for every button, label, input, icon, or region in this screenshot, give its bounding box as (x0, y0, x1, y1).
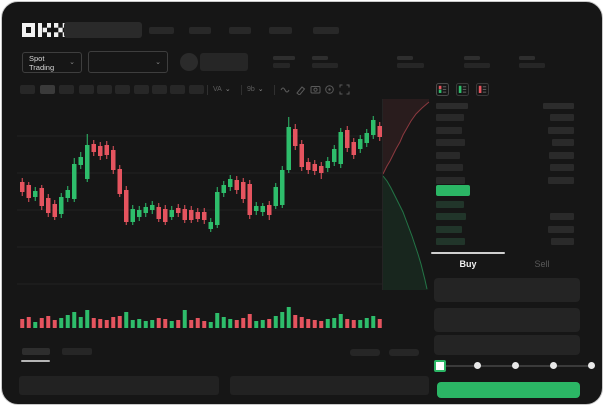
nav-item[interactable] (189, 27, 211, 34)
ask-row-price[interactable] (436, 151, 460, 159)
amount-field[interactable] (434, 308, 580, 332)
chart-canvas (17, 99, 430, 328)
pair-name-placeholder[interactable] (200, 53, 248, 71)
ticker-stat (273, 56, 301, 70)
buy-button[interactable] (437, 382, 580, 398)
stat-label-placeholder (397, 56, 413, 60)
chart-footer-button[interactable] (350, 349, 380, 356)
timeframe-button[interactable] (152, 85, 167, 94)
chart-settings-icon[interactable] (324, 84, 335, 95)
ask-row-amount[interactable] (550, 114, 574, 121)
buy-tab-underline (431, 252, 505, 254)
candlestick-chart[interactable] (14, 98, 430, 330)
toolbar-divider (241, 85, 242, 95)
search-input[interactable] (64, 22, 142, 38)
ticker-stat (397, 56, 425, 70)
bid-row-amount[interactable] (550, 213, 574, 220)
orderbook-layout-bids-icon[interactable] (456, 83, 469, 96)
bid-row-amount[interactable] (551, 238, 574, 245)
timeframe-button[interactable] (40, 85, 55, 94)
ask-row-price[interactable] (436, 126, 462, 134)
timeframe-button[interactable] (59, 85, 74, 94)
ask-row-price[interactable] (436, 139, 465, 146)
chart-footer-button[interactable] (389, 349, 419, 356)
orderbook-layout-both-icon[interactable] (436, 83, 449, 96)
ask-row-price[interactable] (436, 176, 465, 184)
stat-value-placeholder (312, 63, 338, 68)
orderbook-layout-asks-icon[interactable] (476, 83, 489, 96)
ask-row-price[interactable] (436, 114, 464, 121)
tab-buy[interactable]: Buy (459, 259, 477, 269)
total-field[interactable] (434, 335, 580, 355)
stat-value-placeholder (273, 63, 290, 68)
slider-stop[interactable] (587, 362, 595, 369)
toolbar-divider (274, 85, 275, 95)
chevron-down-icon: ⌄ (155, 58, 161, 66)
slider-stop[interactable] (549, 362, 557, 369)
bid-row-price[interactable] (436, 200, 464, 208)
timeframe-button[interactable] (20, 85, 35, 94)
bid-row-price[interactable] (436, 225, 462, 233)
line-tool-icon[interactable] (280, 84, 291, 95)
slider-stop[interactable] (511, 362, 519, 369)
bid-row-amount[interactable] (548, 225, 574, 233)
stat-value-placeholder (519, 63, 545, 68)
tab-sell[interactable]: Sell (534, 259, 550, 269)
chart-style-dropdown[interactable]: VA ⌄ (213, 86, 231, 93)
slider-stop[interactable] (473, 362, 481, 369)
bid-row-price[interactable] (436, 238, 465, 245)
stat-label-placeholder (519, 56, 535, 60)
draw-tool-icon[interactable] (295, 84, 306, 95)
ask-row-amount[interactable] (548, 126, 574, 134)
chevron-down-icon: ⌄ (69, 59, 75, 66)
screenshot-icon[interactable] (310, 84, 321, 95)
nav-item[interactable] (313, 27, 339, 34)
price-field[interactable] (434, 278, 580, 302)
chevron-down-icon: ⌄ (257, 86, 264, 93)
bottom-panel (230, 376, 429, 395)
orderbook-header-price (436, 103, 468, 109)
nav-item[interactable] (229, 27, 251, 34)
ask-row-amount[interactable] (550, 164, 574, 171)
ask-row-amount[interactable] (549, 151, 574, 159)
timeframe-button[interactable] (189, 85, 204, 94)
indicator-dropdown[interactable]: 9b ⌄ (247, 86, 264, 93)
market-type-dropdown[interactable]: Spot Trading ⌄ (22, 52, 82, 73)
nav-item[interactable] (149, 27, 174, 34)
ticker-stat (464, 56, 492, 70)
ask-row-amount[interactable] (548, 176, 574, 184)
ask-row-price[interactable] (436, 164, 463, 171)
timeframe-button[interactable] (170, 85, 185, 94)
stat-value-placeholder (464, 63, 490, 68)
bottom-panel (19, 376, 219, 395)
ticker-stat (519, 56, 547, 70)
ask-row-amount[interactable] (552, 139, 574, 146)
bottom-tab[interactable] (22, 348, 50, 355)
bottom-tab[interactable] (62, 348, 92, 355)
market-type-label: Spot Trading (29, 53, 55, 72)
timeframe-button[interactable] (115, 85, 130, 94)
pair-selector-dropdown[interactable]: ⌄ (88, 51, 168, 73)
slider-handle[interactable] (434, 360, 446, 372)
chevron-down-icon: ⌄ (224, 86, 231, 93)
fullscreen-icon[interactable] (339, 84, 350, 95)
stat-label-placeholder (464, 56, 480, 60)
okx-logo (22, 23, 67, 37)
stat-value-placeholder (397, 63, 424, 68)
timeframe-button[interactable] (79, 85, 94, 94)
last-price-row[interactable] (436, 185, 470, 196)
toolbar-divider (207, 85, 208, 95)
timeframe-button[interactable] (134, 85, 149, 94)
ticker-stat (312, 56, 340, 70)
stat-label-placeholder (273, 56, 295, 60)
pair-icon[interactable] (180, 53, 198, 71)
nav-item[interactable] (269, 27, 292, 34)
orderbook-header-amount (543, 103, 574, 109)
timeframe-button[interactable] (97, 85, 112, 94)
bid-row-price[interactable] (436, 213, 466, 220)
stat-label-placeholder (312, 56, 328, 60)
bottom-tab-underline (21, 360, 50, 362)
